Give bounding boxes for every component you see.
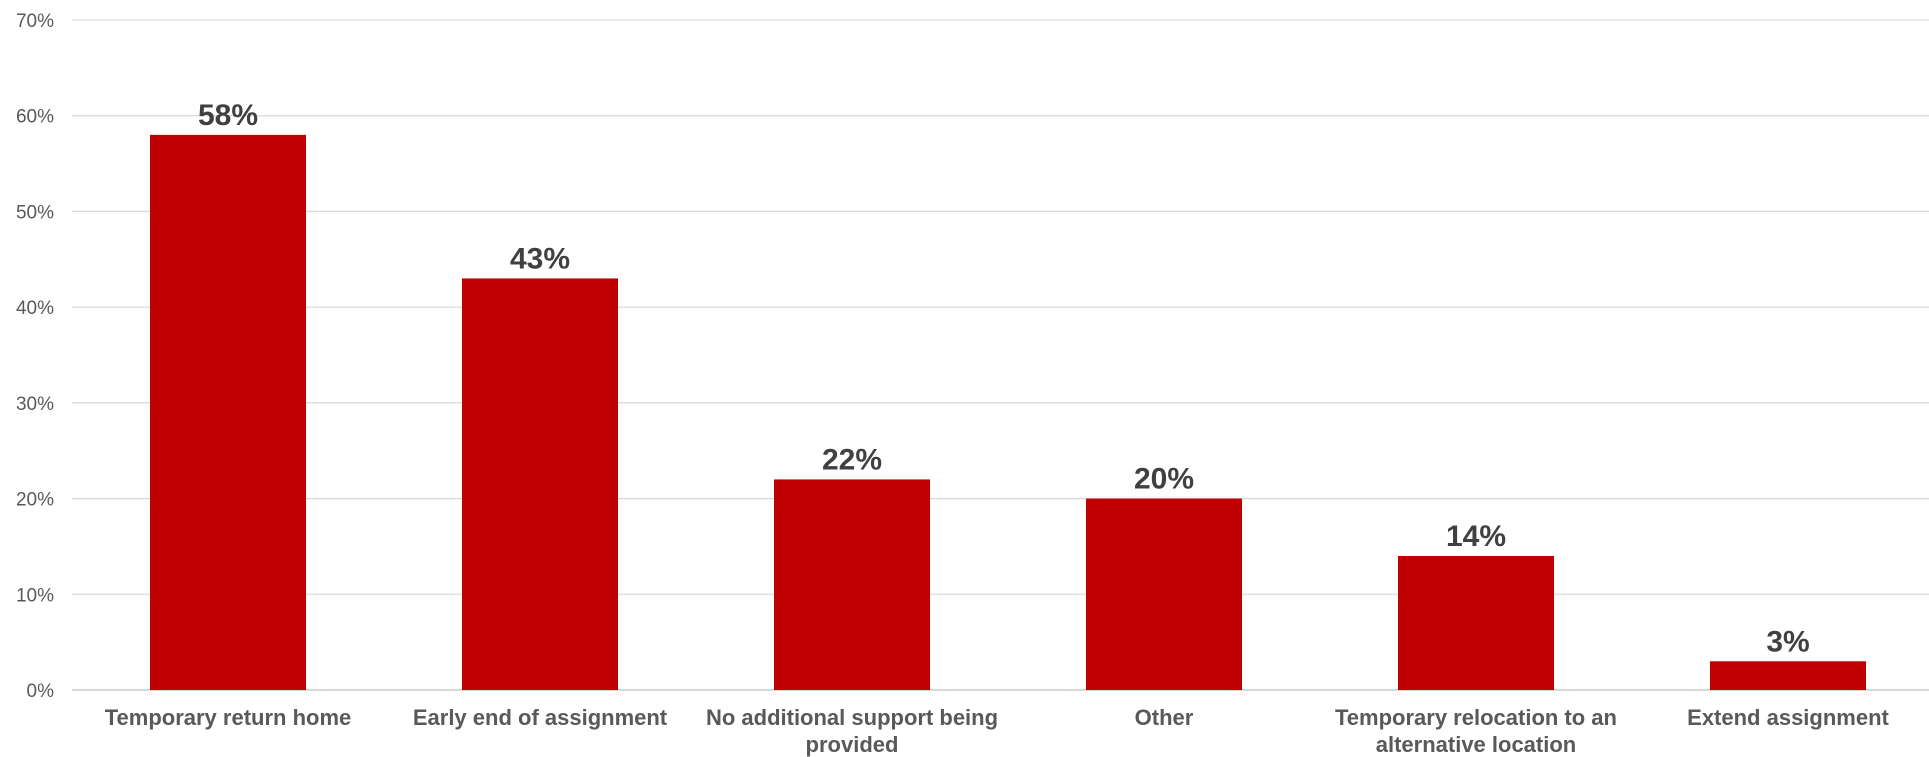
gridlines [72, 19, 1929, 691]
y-tick-label: 40% [16, 298, 54, 319]
bar [1710, 661, 1866, 690]
y-tick-label: 30% [16, 394, 54, 415]
y-tick-label: 20% [16, 490, 54, 511]
x-tick-label: Extend assignment [1687, 705, 1889, 730]
x-tick-label: Temporary return home [105, 705, 352, 730]
bar [462, 278, 618, 690]
x-axis-tick-labels: Temporary return home Early end of assign… [105, 705, 1890, 757]
y-tick-label: 0% [27, 681, 55, 702]
x-tick-label: Temporary relocation to an alternative lo… [1335, 705, 1617, 757]
bar [1398, 556, 1554, 690]
y-axis-tick-labels: 0% 10% 20% 30% 40% 50% 60% 70% [16, 11, 54, 702]
y-tick-label: 60% [16, 107, 54, 128]
data-label: 22% [822, 443, 882, 476]
bars [150, 134, 1866, 690]
bar [1086, 498, 1242, 690]
y-tick-label: 50% [16, 202, 54, 223]
data-labels: 58% 43% 22% 20% 14% 3% [198, 99, 1810, 658]
y-tick-label: 70% [16, 11, 54, 32]
x-tick-label: No additional support being provided [706, 705, 998, 757]
y-tick-label: 10% [16, 585, 54, 606]
data-label: 58% [198, 99, 258, 132]
x-tick-label: Early end of assignment [413, 705, 668, 730]
data-label: 43% [510, 242, 570, 275]
x-tick-label: Other [1135, 705, 1194, 730]
bar [774, 479, 930, 690]
data-label: 14% [1446, 520, 1506, 553]
data-label: 3% [1766, 625, 1809, 658]
bar [150, 134, 306, 690]
data-label: 20% [1134, 463, 1194, 496]
